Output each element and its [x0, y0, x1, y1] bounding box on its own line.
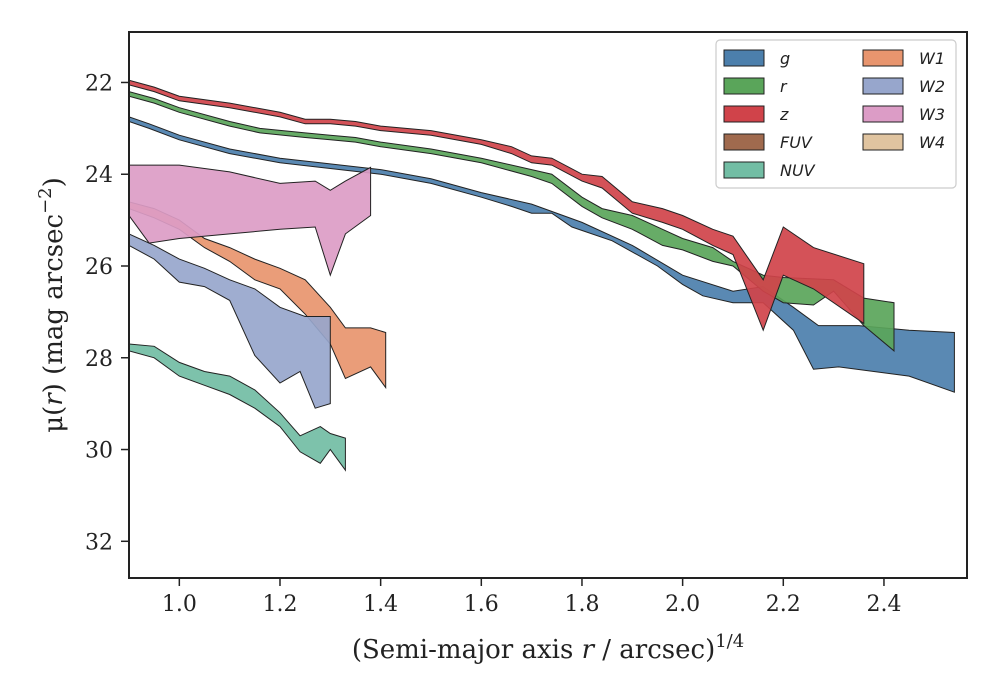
plot-frame	[128, 31, 968, 579]
y-tick-label: 24	[85, 163, 113, 188]
legend-label-w1: W1	[919, 49, 945, 68]
legend-label-nuv: NUV	[780, 161, 816, 180]
legend-swatch-w4	[862, 133, 904, 151]
band-w1	[129, 201, 387, 390]
band-w2	[129, 233, 331, 409]
x-tick-label: 1.8	[564, 592, 599, 617]
y-axis-label: μ(r) (mag arcsec−2)	[35, 177, 69, 433]
y-tick-label: 30	[85, 439, 113, 464]
legend-label-g: g	[780, 49, 790, 68]
y-axis-ticks: 22 24 26 28 30 32	[85, 71, 129, 555]
x-tick-label: 1.0	[162, 592, 197, 617]
y-tick-label: 22	[85, 71, 113, 96]
y-tick-label: 32	[85, 530, 113, 555]
x-tick-label: 1.6	[464, 592, 499, 617]
legend-swatch-w1	[862, 49, 904, 67]
legend-swatch-w2	[862, 77, 904, 95]
legend: grz FUV NUV W1 W2 W3 W4	[715, 39, 957, 189]
y-tick-label: 26	[85, 255, 113, 280]
x-tick-label: 1.2	[262, 592, 297, 617]
x-axis-ticks: 1.0 1.2 1.4 1.6 1.8 2.0 2.2 2.4	[162, 578, 901, 617]
band-area-group	[129, 79, 955, 472]
x-tick-label: 1.4	[363, 592, 398, 617]
x-axis-label: (Semi-major axis r / arcsec)1/4	[352, 631, 744, 665]
legend-swatch-r	[723, 77, 765, 95]
band-nuv	[129, 343, 346, 472]
x-tick-label: 2.4	[866, 592, 901, 617]
legend-label-w4: W4	[919, 133, 945, 152]
legend-swatch-w3	[862, 105, 904, 123]
x-tick-label: 2.2	[766, 592, 801, 617]
band-r	[129, 91, 895, 352]
legend-label-z: z	[779, 105, 789, 124]
legend-label-w3: W3	[919, 105, 945, 124]
legend-swatch-nuv	[723, 161, 765, 179]
band-w3	[129, 164, 372, 277]
legend-swatch-z	[723, 105, 765, 123]
x-tick-label: 2.0	[665, 592, 700, 617]
legend-label-w2: W2	[919, 77, 945, 96]
y-tick-label: 28	[85, 347, 113, 372]
band-z	[129, 79, 865, 332]
legend-label-r: r	[780, 77, 788, 96]
legend-label-fuv: FUV	[780, 133, 813, 152]
band-g	[129, 116, 955, 393]
legend-box	[715, 39, 957, 189]
legend-swatch-fuv	[723, 133, 765, 151]
legend-swatch-g	[723, 49, 765, 67]
